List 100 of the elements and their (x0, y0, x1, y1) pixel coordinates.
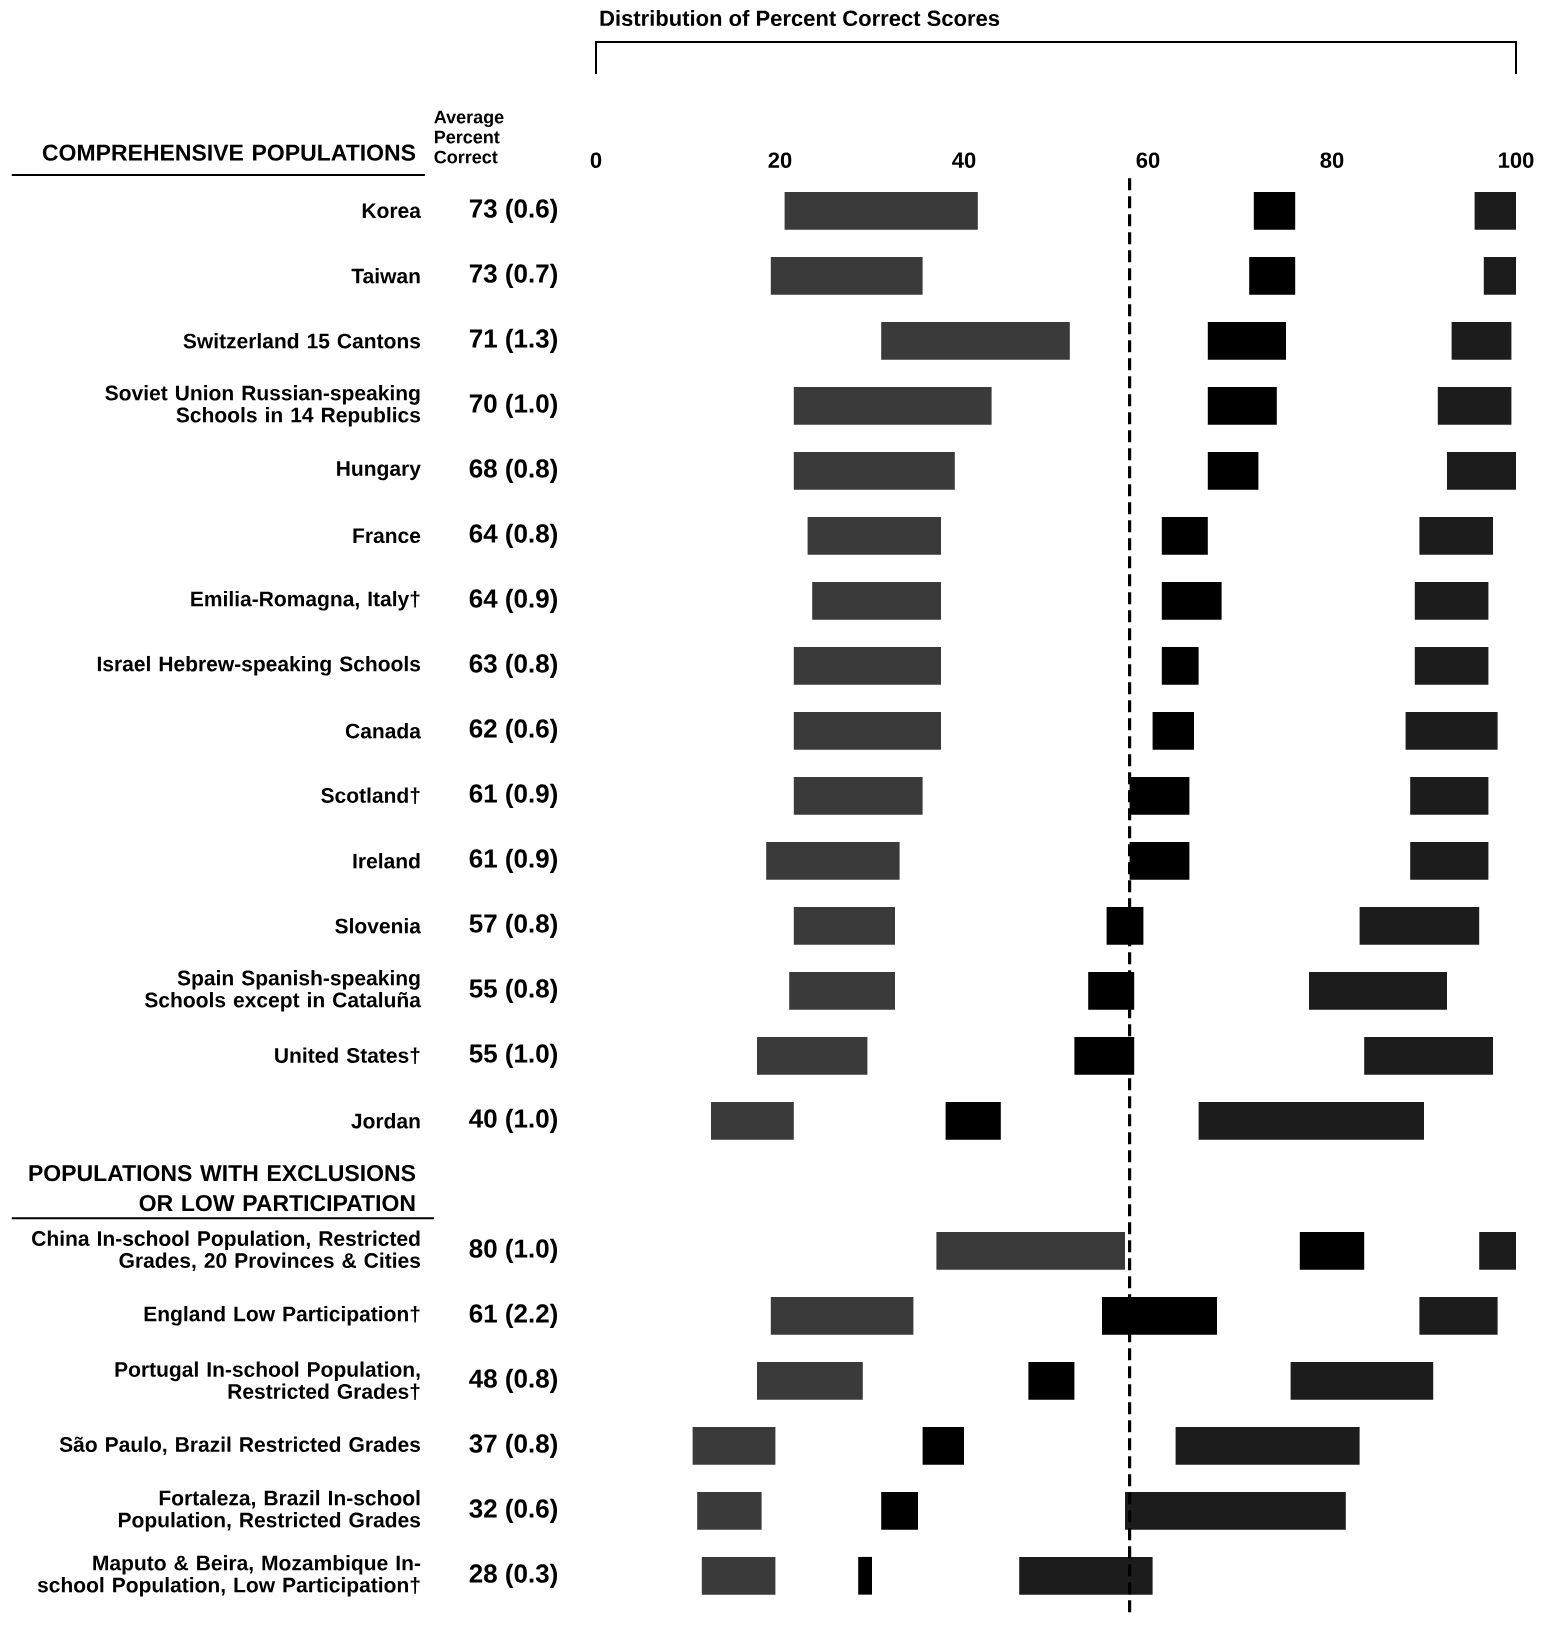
bar (793, 776, 923, 815)
bar (1447, 451, 1516, 490)
bar (1207, 386, 1277, 425)
y-tick-label: Jordan (351, 1113, 420, 1129)
bar (1299, 1231, 1365, 1270)
text: 37 (0.8) (469, 1433, 558, 1458)
text: 80 (1.0) (469, 1238, 558, 1263)
bar (1125, 1491, 1346, 1530)
x-tick-label: 20 (768, 152, 792, 168)
text: 57 (0.8) (469, 913, 558, 938)
bar (1451, 321, 1512, 360)
bar (1019, 1556, 1153, 1595)
text: 64 (0.8) (469, 523, 558, 548)
text: 48 (0.8) (469, 1368, 558, 1393)
y-tick-label: Israel Hebrew-speaking Schools (97, 655, 421, 676)
bar (812, 581, 941, 620)
y-tick-label: Emilia-Romagna, Italy† (191, 590, 420, 611)
bar (1161, 646, 1199, 685)
y-tick-label: São Paulo, Brazil Restricted Grades (59, 1436, 421, 1456)
y-tick-label: United States† (275, 1047, 420, 1065)
bar (697, 1491, 762, 1530)
bar (1419, 516, 1493, 555)
bar (793, 646, 941, 685)
bar (701, 1556, 776, 1595)
y-tick-label: Maputo & Beira, Mozambique In-school Population, Low Participation† (37, 1555, 421, 1597)
chart-title: Distribution of Percent Correct Scores (600, 9, 1000, 27)
text: POPULATIONS WITH EXCLUSIONS OR LOW PARTICIPATION (29, 1164, 416, 1212)
y-tick-label: Korea (362, 203, 422, 219)
y-tick-label: Scotland† (321, 787, 420, 805)
text: 73 (0.6) (469, 198, 558, 223)
x-tick-label: 80 (1320, 152, 1344, 168)
bar (1207, 451, 1259, 490)
bar (793, 906, 895, 945)
bar (881, 1491, 918, 1530)
text: 70 (1.0) (469, 393, 558, 418)
bar (1419, 1296, 1498, 1335)
text: 62 (0.6) (469, 718, 558, 743)
y-tick-label: Soviet Union Russian-speaking Schools in 14 Republics (105, 384, 421, 427)
text: 63 (0.8) (469, 653, 558, 678)
y-tick-label: Fortaleza, Brazil In-school Population, Restricted Grades (118, 1490, 421, 1532)
bar (1414, 646, 1489, 685)
bar (1152, 711, 1194, 750)
y-tick-label: Hungary (337, 461, 421, 481)
bar (1414, 581, 1489, 620)
text: 32 (0.6) (469, 1498, 558, 1523)
bar (1198, 1101, 1424, 1140)
text: 73 (0.7) (469, 263, 558, 288)
bar (945, 1101, 1001, 1140)
bar (1359, 906, 1480, 945)
bar (1161, 516, 1208, 555)
bar (1175, 1426, 1360, 1465)
bar (1410, 841, 1489, 880)
text: COMPREHENSIVE POPULATIONS (42, 144, 416, 161)
x-tick-label: 60 (1136, 152, 1160, 168)
bar (692, 1426, 776, 1465)
x-tick-label: 0 (590, 152, 602, 168)
bar (1290, 1361, 1434, 1400)
y-tick-label: Portugal In-school Population, Restricted Grades† (115, 1361, 420, 1401)
y-tick-label: Taiwan (351, 268, 420, 284)
bar (1410, 776, 1489, 815)
bar (770, 1296, 914, 1335)
text: Average Percent Correct (434, 110, 504, 164)
bar (1405, 711, 1498, 750)
text: 28 (0.3) (469, 1563, 558, 1588)
y-tick-label: China In-school Population, Restricted Grades, 20 Provinces & Cities (32, 1230, 421, 1272)
y-tick-label: France (353, 528, 421, 544)
bar (793, 451, 955, 490)
bar (757, 1036, 868, 1075)
bar (789, 971, 895, 1010)
bar (1483, 256, 1516, 295)
bar (1364, 1036, 1493, 1075)
bar (1309, 971, 1447, 1010)
bar (1028, 1361, 1075, 1400)
bar (1207, 321, 1286, 360)
bar (711, 1101, 794, 1140)
bar (1249, 256, 1296, 295)
text: 61 (0.9) (469, 848, 558, 873)
bar (858, 1556, 872, 1595)
bar (784, 191, 978, 230)
bar (1437, 386, 1512, 425)
bar (922, 1426, 964, 1465)
y-tick-label: England Low Participation† (144, 1305, 420, 1326)
text: 71 (1.3) (469, 328, 558, 353)
text: 55 (1.0) (469, 1043, 558, 1068)
text: 64 (0.9) (469, 588, 558, 613)
text: 40 (1.0) (469, 1108, 558, 1133)
y-tick-label: Canada (345, 723, 422, 739)
x-tick-label: 40 (952, 152, 976, 168)
bar (1253, 191, 1296, 230)
text: 61 (0.9) (469, 783, 558, 808)
y-tick-label: Switzerland 15 Cantons (183, 333, 421, 349)
bar (1474, 191, 1516, 230)
text: 55 (0.8) (469, 978, 558, 1003)
bar (1479, 1231, 1516, 1270)
y-tick-label: Slovenia (335, 918, 422, 934)
bar (793, 711, 941, 750)
bar (793, 386, 992, 425)
text: 61 (2.2) (469, 1303, 558, 1328)
bar (1161, 581, 1222, 620)
bar (881, 321, 1070, 360)
